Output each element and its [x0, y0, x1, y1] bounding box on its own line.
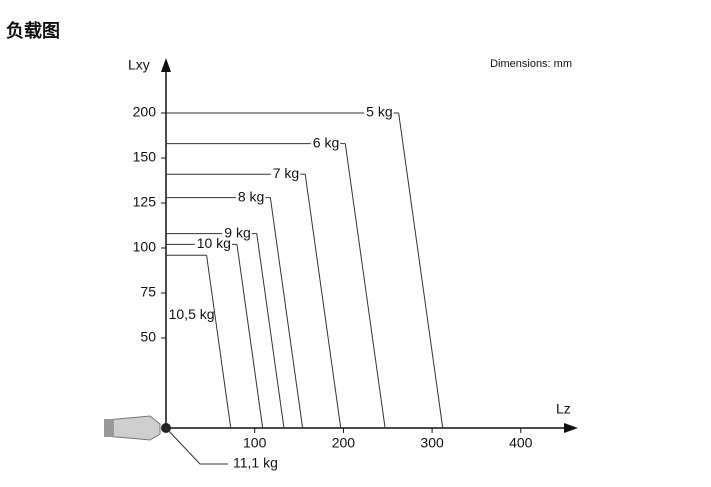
- y-tick-label: 150: [133, 149, 157, 165]
- load-curve: [206, 255, 232, 429]
- legend-label: 8 kg: [238, 188, 264, 204]
- legend-label: 7 kg: [273, 165, 299, 181]
- load-curve: [304, 174, 342, 429]
- x-tick-label: 400: [509, 435, 533, 451]
- y-tick-label: 75: [140, 284, 156, 300]
- x-tick-label: 300: [420, 435, 444, 451]
- x-axis-label: Lz: [556, 401, 571, 417]
- y-tick-label: 100: [133, 239, 157, 255]
- load-curve: [269, 197, 304, 429]
- load-curve: [236, 244, 264, 429]
- y-tick-label: 50: [140, 329, 156, 345]
- legend-label: 9 kg: [224, 224, 250, 240]
- origin-leader: [165, 427, 228, 465]
- x-tick-label: 100: [243, 435, 267, 451]
- page-title: 负载图: [6, 20, 60, 41]
- y-tick-label: 125: [133, 194, 157, 210]
- load-curve: [344, 143, 386, 429]
- legend-label: 10 kg: [197, 235, 231, 251]
- legend-label: 10,5 kg: [169, 306, 215, 322]
- x-arrow: [564, 423, 578, 433]
- load-curve: [398, 112, 444, 429]
- y-axis-label: Lxy: [128, 57, 150, 73]
- legend-label: 5 kg: [366, 104, 392, 120]
- origin-label: 11,1 kg: [233, 455, 278, 471]
- load-curve: [256, 233, 285, 429]
- legend-label: 6 kg: [313, 134, 339, 150]
- annotation: Dimensions: mm: [490, 58, 572, 70]
- gripper: [104, 415, 171, 441]
- y-tick-label: 200: [133, 104, 157, 120]
- x-tick-label: 200: [332, 435, 356, 451]
- y-arrow: [161, 58, 171, 72]
